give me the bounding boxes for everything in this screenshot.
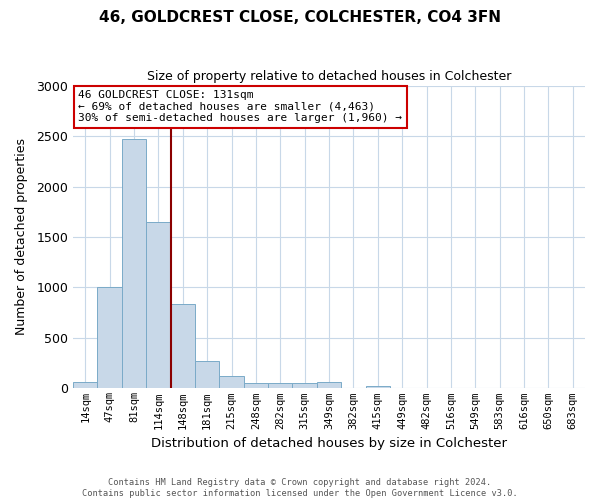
Text: 46 GOLDCREST CLOSE: 131sqm
← 69% of detached houses are smaller (4,463)
30% of s: 46 GOLDCREST CLOSE: 131sqm ← 69% of deta… xyxy=(78,90,402,124)
Bar xyxy=(317,382,341,388)
Bar xyxy=(195,361,220,388)
Bar xyxy=(244,384,268,388)
Text: 46, GOLDCREST CLOSE, COLCHESTER, CO4 3FN: 46, GOLDCREST CLOSE, COLCHESTER, CO4 3FN xyxy=(99,10,501,25)
Bar xyxy=(220,376,244,388)
Bar xyxy=(73,382,97,388)
Text: Contains HM Land Registry data © Crown copyright and database right 2024.
Contai: Contains HM Land Registry data © Crown c… xyxy=(82,478,518,498)
Bar xyxy=(365,386,390,388)
X-axis label: Distribution of detached houses by size in Colchester: Distribution of detached houses by size … xyxy=(151,437,507,450)
Bar xyxy=(122,139,146,388)
Bar xyxy=(268,384,292,388)
Y-axis label: Number of detached properties: Number of detached properties xyxy=(15,138,28,336)
Title: Size of property relative to detached houses in Colchester: Size of property relative to detached ho… xyxy=(147,70,511,83)
Bar xyxy=(97,288,122,388)
Bar xyxy=(292,384,317,388)
Bar xyxy=(170,304,195,388)
Bar xyxy=(146,222,170,388)
